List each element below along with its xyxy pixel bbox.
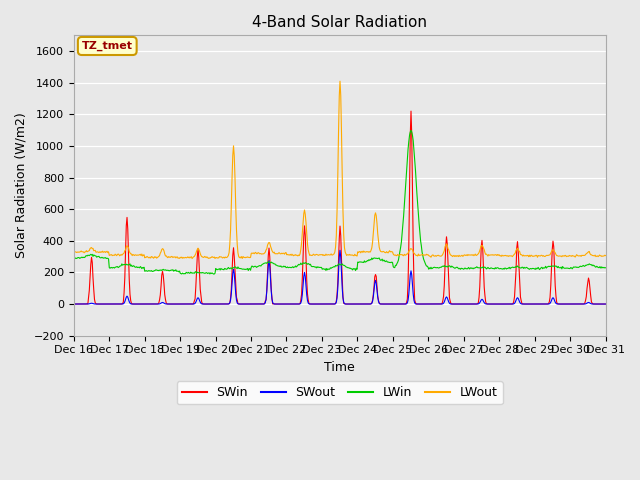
SWout — [188, 301, 196, 307]
SWin — [407, 108, 415, 114]
SWin — [70, 301, 77, 307]
LWout — [70, 249, 77, 254]
SWout — [602, 301, 609, 307]
LWin — [210, 271, 218, 277]
Line: SWout: SWout — [74, 250, 605, 304]
LWout — [79, 249, 87, 255]
Title: 4-Band Solar Radiation: 4-Band Solar Radiation — [252, 15, 427, 30]
SWin — [602, 301, 609, 307]
LWin — [70, 255, 77, 261]
LWin — [407, 128, 415, 133]
LWin — [602, 265, 609, 271]
Legend: SWin, SWout, LWin, LWout: SWin, SWout, LWin, LWout — [177, 382, 503, 405]
SWout — [420, 301, 428, 307]
SWin — [217, 301, 225, 307]
X-axis label: Time: Time — [324, 361, 355, 374]
LWin — [421, 260, 429, 265]
SWin — [84, 301, 92, 307]
LWout — [189, 255, 196, 261]
LWin — [188, 270, 196, 276]
SWin — [405, 245, 413, 251]
LWin — [217, 265, 225, 271]
LWout — [217, 254, 225, 260]
SWout — [216, 301, 224, 307]
LWout — [421, 252, 429, 258]
SWin — [189, 301, 196, 307]
LWout — [602, 252, 609, 258]
SWout — [79, 301, 87, 307]
SWin — [79, 301, 87, 307]
LWout — [134, 252, 142, 258]
SWout — [70, 301, 77, 307]
LWin — [405, 139, 413, 144]
Line: LWout: LWout — [74, 81, 605, 259]
LWin — [79, 254, 87, 260]
Y-axis label: Solar Radiation (W/m2): Solar Radiation (W/m2) — [15, 113, 28, 258]
LWin — [134, 264, 142, 270]
SWout — [134, 301, 142, 307]
Line: SWin: SWin — [74, 111, 605, 304]
LWout — [406, 248, 413, 254]
SWin — [421, 301, 429, 307]
SWout — [336, 247, 344, 253]
SWout — [405, 291, 413, 297]
Line: LWin: LWin — [74, 131, 605, 274]
SWin — [135, 301, 143, 307]
Text: TZ_tmet: TZ_tmet — [82, 41, 132, 51]
LWout — [336, 78, 344, 84]
LWout — [188, 256, 196, 262]
